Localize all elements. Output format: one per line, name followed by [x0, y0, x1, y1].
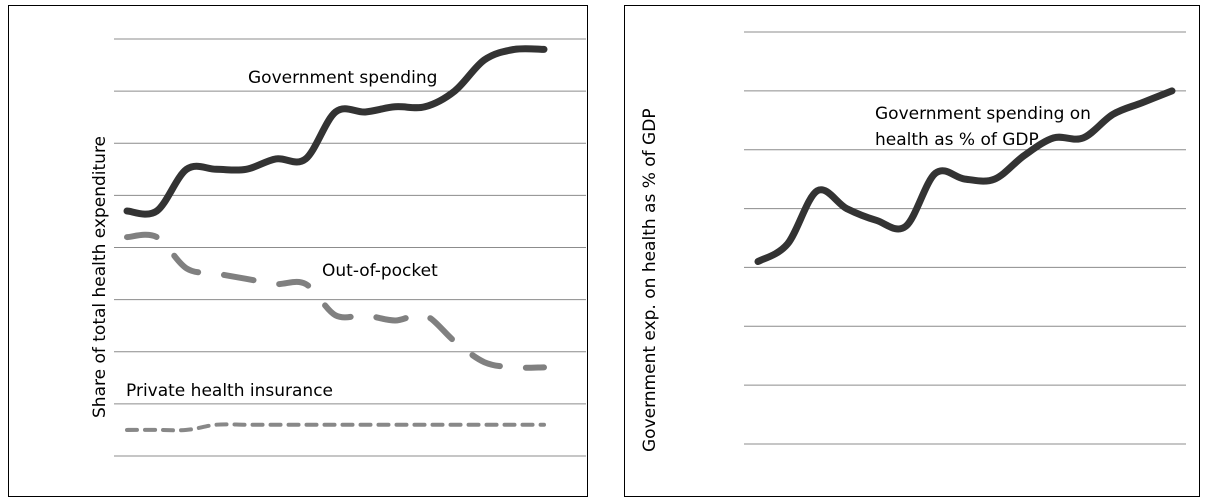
right-gridlines	[744, 31, 1186, 445]
label-private-health-insurance: Private health insurance	[126, 381, 333, 401]
right-chart-panel: Government exp. on health as % of GDP Go…	[624, 5, 1200, 497]
right-chart: Government exp. on health as % of GDP Go…	[640, 31, 1186, 452]
right-series-lines	[754, 87, 1176, 266]
series-line-out-of-pocket	[124, 231, 547, 371]
left-gridlines	[114, 38, 586, 457]
label-government-spending: Government spending	[248, 68, 437, 88]
label-gov-share-gdp-line1: Government spending on	[875, 104, 1091, 124]
left-series-lines	[123, 45, 548, 433]
series-line-government-spending	[123, 45, 548, 218]
label-out-of-pocket: Out-of-pocket	[322, 261, 438, 281]
label-gov-share-gdp-line2: health as % of GDP	[875, 130, 1039, 150]
right-y-axis-label: Government exp. on health as % of GDP	[640, 108, 660, 452]
left-y-axis-label: Share of total health expenditure	[90, 136, 110, 418]
left-chart-panel: Share of total health expenditure Govern…	[8, 5, 588, 497]
left-chart: Share of total health expenditure Govern…	[90, 38, 586, 457]
series-line-private-health-insurance	[125, 422, 546, 433]
series-line-government-spending-on-health-as-of-gdp	[754, 87, 1176, 266]
